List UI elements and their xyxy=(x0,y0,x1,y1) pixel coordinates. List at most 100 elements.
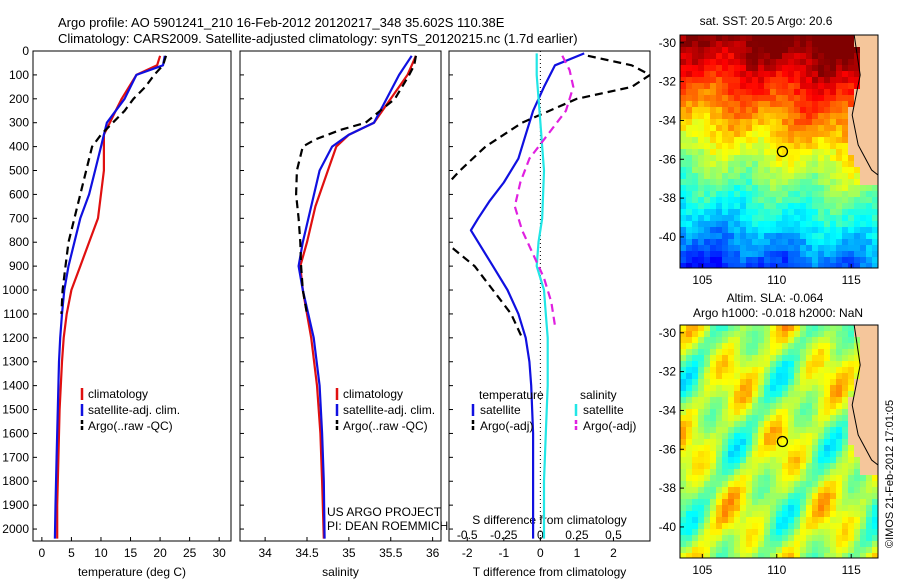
difference-xtick-label: 2 xyxy=(610,546,617,560)
depth-tick-label: 1900 xyxy=(2,498,29,512)
map-lon-label: 115 xyxy=(842,563,861,577)
temperature-xtick-label: 30 xyxy=(212,546,226,560)
diff-legend-label: satellite xyxy=(480,403,521,417)
temperature-legend-label: Argo(..raw -QC) xyxy=(88,419,173,433)
sst-map-title: sat. SST: 20.5 Argo: 20.6 xyxy=(700,14,833,28)
difference-xtick-label: -1 xyxy=(498,546,509,560)
salinity-diff-label: S difference from climatology xyxy=(472,513,627,527)
temperature-xtick-label: 20 xyxy=(153,546,167,560)
depth-tick-label: 900 xyxy=(9,259,29,273)
depth-tick-label: 1000 xyxy=(2,283,29,297)
salinity-diff-tick-label: 0 xyxy=(537,528,544,542)
map-lat-label: -38 xyxy=(659,191,677,205)
depth-tick-label: 1600 xyxy=(2,426,29,440)
salinity-series-red xyxy=(299,55,417,539)
temperature-xlabel: temperature (deg C) xyxy=(78,565,186,579)
depth-tick-label: 300 xyxy=(9,116,29,130)
temperature-xtick-label: 5 xyxy=(68,546,75,560)
map-lon-label: 105 xyxy=(692,273,712,287)
map-lat-label: -38 xyxy=(659,481,677,495)
depth-tick-label: 1200 xyxy=(2,331,29,345)
depth-tick-label: 1300 xyxy=(2,355,29,369)
depth-tick-label: 400 xyxy=(9,140,29,154)
map-lat-label: -34 xyxy=(659,113,677,127)
salinity-xtick-label: 35.5 xyxy=(379,546,403,560)
map-lat-label: -36 xyxy=(659,442,677,456)
salinity-frame xyxy=(239,50,442,542)
depth-tick-label: 800 xyxy=(9,235,29,249)
temperature-series-black xyxy=(60,55,168,314)
depth-tick-label: 200 xyxy=(9,92,29,106)
salinity-series-black xyxy=(295,55,417,315)
diff-legend-label: Argo(-adj) xyxy=(480,419,533,433)
map-lat-label: -40 xyxy=(659,520,677,534)
diff-legend-temperature-title: temperature xyxy=(479,388,544,402)
map-lat-label: -36 xyxy=(659,152,677,166)
difference-series-black xyxy=(449,54,650,339)
temperature-xtick-label: 25 xyxy=(183,546,197,560)
salinity-diff-tick-label: -0.5 xyxy=(457,528,478,542)
map-lat-label: -34 xyxy=(659,403,677,417)
map-lon-label: 110 xyxy=(767,563,786,577)
diff-legend-label: Argo(-adj) xyxy=(583,419,636,433)
depth-tick-label: 1400 xyxy=(2,379,29,393)
temperature-frame xyxy=(32,50,232,542)
title-line-2: Climatology: CARS2009. Satellite-adjuste… xyxy=(58,31,578,46)
map-lon-label: 110 xyxy=(767,273,786,287)
map-frame xyxy=(679,324,879,559)
temperature-series-red xyxy=(56,55,162,539)
difference-frame xyxy=(448,50,651,542)
argo-position-marker xyxy=(776,435,789,448)
temperature-xtick-label: 10 xyxy=(94,546,108,560)
temperature-xtick-label: 15 xyxy=(124,546,138,560)
salinity-xtick-label: 36 xyxy=(426,546,440,560)
salinity-legend-label: satellite-adj. clim. xyxy=(343,403,435,417)
title-line-1: Argo profile: AO 5901241_210 16-Feb-2012… xyxy=(58,15,505,30)
project-annotation: US ARGO PROJECT xyxy=(327,505,442,519)
depth-tick-label: 0 xyxy=(22,44,29,58)
salinity-diff-tick-label: 0.25 xyxy=(565,528,589,542)
temperature-legend-label: climatology xyxy=(88,387,148,401)
salinity-xtick-label: 34 xyxy=(258,546,272,560)
difference-series-blue xyxy=(469,52,585,539)
depth-tick-label: 700 xyxy=(9,211,29,225)
coastline xyxy=(851,325,878,466)
salinity-legend-label: climatology xyxy=(343,387,403,401)
depth-tick-label: 1100 xyxy=(3,307,29,321)
salinity-series-blue xyxy=(297,55,413,539)
depth-tick-label: 1800 xyxy=(2,474,29,488)
map-lon-label: 105 xyxy=(692,563,712,577)
map-lat-label: -40 xyxy=(659,230,677,244)
difference-series-cyan xyxy=(535,53,549,539)
temperature-series-blue xyxy=(53,55,166,539)
salinity-xlabel: salinity xyxy=(322,565,359,579)
difference-xlabel: T difference from climatology xyxy=(473,565,627,579)
credit-text: ©IMOS 21-Feb-2012 17:01:05 xyxy=(884,400,896,548)
map-lon-label: 115 xyxy=(842,273,861,287)
salinity-diff-tick-label: 0.5 xyxy=(605,528,622,542)
map-lat-label: -30 xyxy=(659,36,677,50)
salinity-xtick-label: 35 xyxy=(342,546,356,560)
difference-xtick-label: -2 xyxy=(462,546,473,560)
diff-legend-salinity-title: salinity xyxy=(580,388,617,402)
argo-position-marker xyxy=(776,145,789,158)
depth-tick-label: 1700 xyxy=(2,450,29,464)
depth-tick-label: 2000 xyxy=(2,522,29,536)
map-lat-label: -32 xyxy=(659,365,677,379)
salinity-legend-label: Argo(..raw -QC) xyxy=(343,419,428,433)
depth-tick-label: 100 xyxy=(9,68,29,82)
map-lat-label: -32 xyxy=(659,75,677,89)
sla-map xyxy=(680,325,878,558)
difference-xtick-label: 1 xyxy=(574,546,581,560)
coastline xyxy=(851,35,878,176)
salinity-diff-tick-label: -0.25 xyxy=(490,528,518,542)
sla-map-title-1: Altim. SLA: -0.064 xyxy=(727,291,824,305)
temperature-legend-label: satellite-adj. clim. xyxy=(88,403,180,417)
sla-map-title-2: Argo h1000: -0.018 h2000: NaN xyxy=(693,306,863,320)
diff-legend-label: satellite xyxy=(583,403,624,417)
depth-tick-label: 600 xyxy=(9,187,29,201)
pi-annotation: PI: DEAN ROEMMICH xyxy=(327,519,448,533)
sst-map xyxy=(680,35,878,268)
